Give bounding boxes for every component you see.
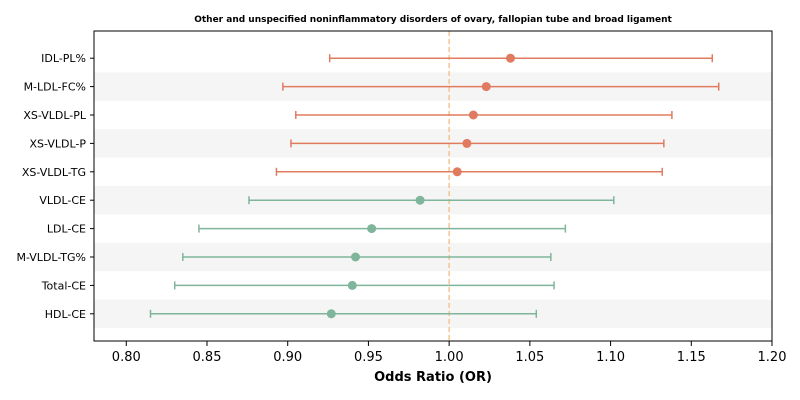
row-total-ce	[173, 280, 555, 290]
x-tick-label: 0.90	[273, 350, 302, 365]
y-tick-label: Total-CE	[41, 279, 86, 292]
x-tick-label: 1.10	[596, 350, 625, 365]
y-tick-label: XS-VLDL-TG	[22, 166, 86, 179]
or-point	[481, 82, 491, 92]
y-tick-label: M-VLDL-TG%	[16, 251, 86, 264]
x-tick-label: 1.15	[677, 350, 706, 365]
y-tick-label: VLDL-CE	[39, 194, 86, 207]
y-tick-label: XS-VLDL-PL	[23, 109, 87, 122]
x-tick-label: 0.95	[354, 350, 383, 365]
x-tick-label: 1.20	[758, 350, 787, 365]
y-axis: IDL-PL% M-LDL-FC% XS-VLDL-PL XS-VLDL-P XS-VL…	[16, 52, 94, 321]
chart-title: Other and unspecified noninflammatory di…	[194, 15, 672, 25]
y-tick-label: HDL-CE	[45, 308, 86, 321]
or-point	[505, 53, 515, 63]
row-vldl-ce	[248, 195, 615, 205]
or-point	[452, 167, 462, 177]
y-tick-label: XS-VLDL-P	[29, 137, 86, 150]
series-group	[149, 53, 720, 319]
y-tick-label: M-LDL-FC%	[24, 81, 86, 94]
row-xs-vldl-pl	[295, 110, 673, 120]
or-point	[468, 110, 478, 120]
y-tick-label: IDL-PL%	[41, 52, 86, 65]
or-point	[347, 280, 357, 290]
plot-frame	[93, 30, 773, 342]
x-tick-label: 1.05	[515, 350, 544, 365]
or-point	[462, 138, 472, 148]
y-tick-label: LDL-CE	[47, 223, 86, 236]
row-xs-vldl-p	[290, 138, 665, 148]
x-tick-label: 0.85	[193, 350, 222, 365]
x-axis: 0.80 0.85 0.90 0.95 1.00 1.05 1.10 1.15 1.20	[112, 341, 787, 365]
or-point	[351, 252, 361, 262]
row-hdl-ce	[149, 309, 538, 319]
row-idl-pl-	[328, 53, 714, 63]
x-tick-label: 0.80	[112, 350, 141, 365]
or-point	[367, 224, 377, 234]
row-ldl-ce	[198, 224, 567, 234]
or-point	[326, 309, 336, 319]
row-m-ldl-fc-	[282, 82, 720, 92]
x-tick-label: 1.00	[435, 350, 464, 365]
row-xs-vldl-tg	[275, 167, 663, 177]
or-point	[415, 195, 425, 205]
x-axis-label: Odds Ratio (OR)	[374, 370, 492, 385]
row-m-vldl-tg-	[182, 252, 552, 262]
